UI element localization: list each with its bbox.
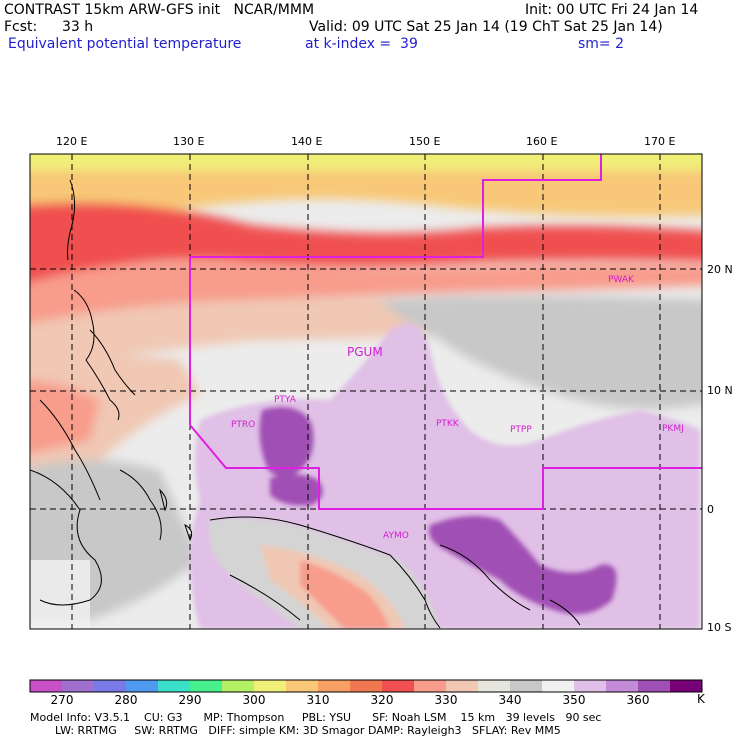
- lat-label: 20 N: [707, 263, 733, 276]
- product-title: CONTRAST 15km ARW-GFS init NCAR/MMM: [4, 2, 315, 18]
- colorbar-cell: [414, 680, 447, 692]
- station-label-pwak: PWAK: [608, 275, 634, 285]
- model-info-line1: Model Info: V3.5.1 CU: G3 MP: Thompson P…: [30, 711, 602, 724]
- region-boundary-south: [189, 424, 702, 510]
- theta-e-field: [30, 154, 702, 629]
- colorbar-cell: [478, 680, 511, 692]
- colorbar-cell: [670, 680, 703, 692]
- lon-label: 130 E: [173, 135, 205, 148]
- vertical-level: at k-index = 39: [305, 36, 418, 52]
- model-info-line2: LW: RRTMG SW: RRTMG DIFF: simple KM: 3D …: [55, 724, 561, 737]
- colorbar-cell: [126, 680, 159, 692]
- field-name: Equivalent potential temperature: [8, 36, 242, 52]
- station-label-pkmj: PKMJ: [662, 424, 684, 434]
- colorbar-label: 290: [178, 693, 202, 707]
- lon-label: 140 E: [291, 135, 323, 148]
- colorbar-cell: [574, 680, 607, 692]
- init-time: Init: 00 UTC Fri 24 Jan 14: [525, 2, 699, 18]
- station-label-aymo: AYMO: [383, 531, 409, 541]
- colorbar-label: 360: [626, 693, 650, 707]
- lat-label: 0: [707, 503, 714, 516]
- station-label-ptpp: PTPP: [510, 425, 532, 435]
- colorbar-cell: [30, 680, 63, 692]
- colorbar-label: 320: [370, 693, 394, 707]
- region-boundary-north: [189, 154, 602, 425]
- colorbar-unit: K: [697, 692, 705, 706]
- forecast-label: Fcst:: [4, 19, 38, 35]
- colorbar-cell: [542, 680, 575, 692]
- colorbar-cell: [382, 680, 415, 692]
- coastlines: [30, 179, 581, 629]
- colorbar-cell: [222, 680, 255, 692]
- station-label-ptkk: PTKK: [436, 419, 459, 429]
- colorbar-label: 310: [306, 693, 330, 707]
- colorbar-label: 330: [434, 693, 458, 707]
- forecast-hour: 33 h: [62, 19, 94, 35]
- station-label-ptya: PTYA: [274, 395, 296, 405]
- colorbar-label: 350: [562, 693, 586, 707]
- colorbar-cell: [510, 680, 543, 692]
- colorbar-label: 340: [498, 693, 522, 707]
- lon-label: 120 E: [56, 135, 88, 148]
- colorbar-cell: [606, 680, 639, 692]
- lon-label: 170 E: [644, 135, 676, 148]
- colorbar-label: 280: [114, 693, 138, 707]
- colorbar-label: 270: [50, 693, 74, 707]
- smoothing: sm= 2: [578, 36, 625, 52]
- colorbar-cell: [158, 680, 191, 692]
- colorbar-cell: [94, 680, 127, 692]
- colorbar-cell: [350, 680, 383, 692]
- lon-label: 160 E: [526, 135, 558, 148]
- station-label-ptro: PTRO: [231, 420, 256, 430]
- colorbar-cell: [190, 680, 223, 692]
- colorbar-cell: [286, 680, 319, 692]
- colorbar-cell: [254, 680, 287, 692]
- colorbar-label: 300: [242, 693, 266, 707]
- map-frame: [29, 153, 703, 630]
- station-label-pgum: PGUM: [347, 345, 383, 359]
- lat-label: 10 S: [707, 621, 732, 634]
- colorbar-cell: [446, 680, 479, 692]
- lon-label: 150 E: [409, 135, 441, 148]
- colorbar-cell: [318, 680, 351, 692]
- colorbar-cell: [62, 680, 95, 692]
- colorbar-cell: [638, 680, 671, 692]
- lat-label: 10 N: [707, 384, 733, 397]
- valid-time: Valid: 09 UTC Sat 25 Jan 14 (19 ChT Sat …: [309, 19, 663, 35]
